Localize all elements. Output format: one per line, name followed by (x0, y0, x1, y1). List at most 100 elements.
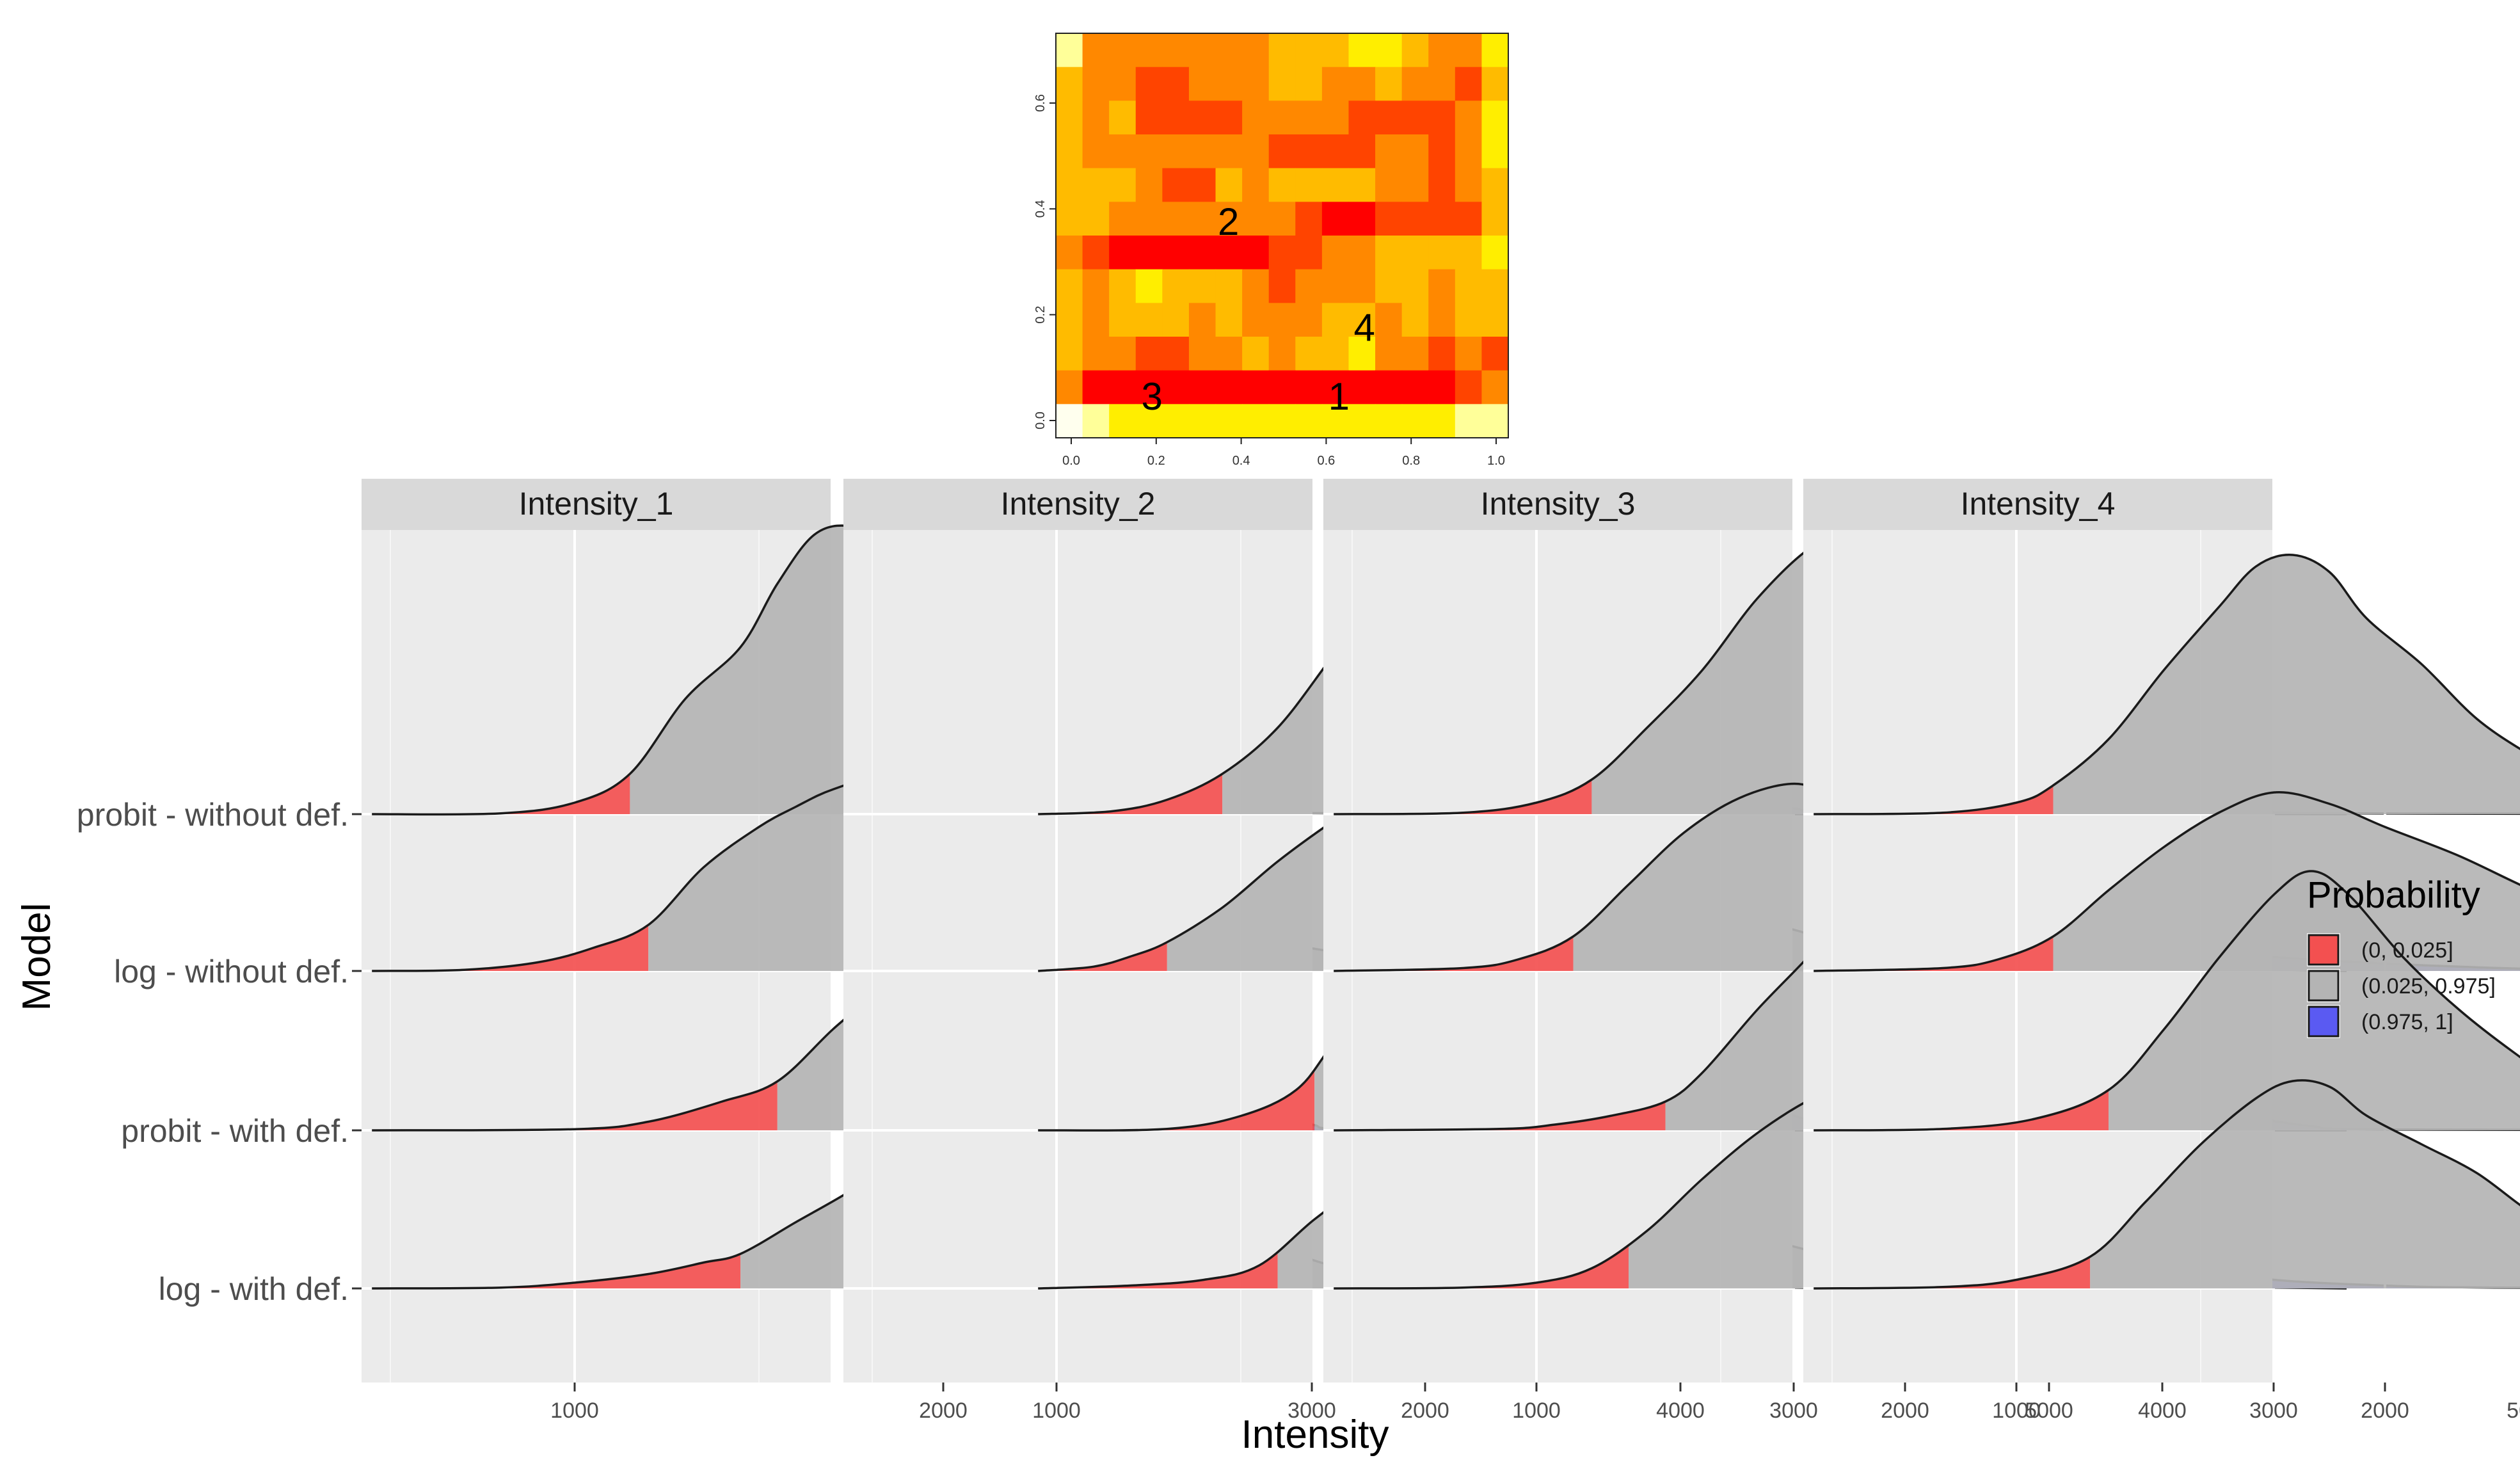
heatmap-cell (1321, 168, 1350, 202)
heatmap-cell (1162, 370, 1190, 405)
x-tick-label: 2000 (919, 1399, 968, 1423)
heatmap-cell (1455, 404, 1483, 438)
heatmap-cell (1481, 236, 1509, 270)
heatmap-cell (1188, 168, 1216, 202)
low-tail-region (1814, 1256, 2091, 1288)
model-label: probit - without def. (77, 797, 349, 833)
heatmap-cell (1321, 202, 1350, 236)
heatmap-cell (1295, 236, 1323, 270)
heatmap-cell (1455, 337, 1483, 371)
heatmap-cell (1056, 404, 1083, 438)
heatmap-cell (1215, 33, 1243, 68)
x-tick-label: 1000 (1992, 1399, 2041, 1423)
heatmap-cell (1455, 134, 1483, 169)
x-tick-label: 3000 (1288, 1399, 1336, 1423)
heatmap-cell (1135, 134, 1163, 169)
low-tail-region (1334, 936, 1574, 971)
x-tick-label: 5000 (2025, 1399, 2073, 1423)
y-axis-title: Model (15, 903, 59, 1011)
heatmap-cell (1481, 404, 1509, 438)
x-tick-label: 1000 (1512, 1399, 1561, 1423)
heatmap-cell (1321, 269, 1350, 303)
heatmap-cell (1321, 100, 1350, 135)
heatmap-cell (1321, 370, 1350, 405)
heatmap-cell (1348, 269, 1376, 303)
heatmap-cell (1135, 337, 1163, 371)
heatmap-cell (1056, 337, 1083, 371)
heatmap-cell (1428, 67, 1456, 101)
heatmap-cell (1188, 337, 1216, 371)
heatmap-x-tick-label: 0.8 (1402, 454, 1420, 468)
heatmap-cell (1188, 303, 1216, 337)
facet-strip-label: Intensity_2 (1001, 486, 1156, 522)
legend-swatch (2308, 970, 2340, 1002)
heatmap-cell (1082, 100, 1110, 135)
central-region (2053, 554, 2520, 814)
heatmap-cell (1481, 67, 1509, 101)
heatmap-cell (1082, 303, 1110, 337)
heatmap-cell (1215, 236, 1243, 270)
density-outline (1814, 1079, 2520, 1290)
heatmap-cell (1082, 67, 1110, 101)
low-tail-region (372, 1253, 741, 1288)
heatmap-cell (1215, 168, 1243, 202)
heatmap-cell (1268, 134, 1296, 169)
low-tail-region (1814, 936, 2053, 971)
heatmap-region-label: 2 (1218, 200, 1239, 243)
facet-strip-label: Intensity_3 (1481, 486, 1636, 522)
heatmap-cell (1348, 337, 1376, 371)
heatmap-cell (1162, 337, 1190, 371)
low-tail-region (1038, 774, 1223, 814)
heatmap-cell (1242, 236, 1270, 270)
legend-swatch (2308, 1006, 2340, 1038)
heatmap-cell (1056, 100, 1083, 135)
heatmap-cell (1375, 303, 1403, 337)
heatmap-cell (1268, 269, 1296, 303)
heatmap-cell (1109, 67, 1136, 101)
heatmap-cell (1242, 134, 1270, 169)
heatmap-cell (1188, 67, 1216, 101)
heatmap-cell (1401, 404, 1429, 438)
density-outline (1814, 790, 2520, 972)
facet-panel: Intensity_4 1000 2000 3000 4000 5000 (1803, 479, 2520, 1423)
x-tick-label: 2000 (1401, 1399, 1449, 1423)
heatmap-cell (1056, 303, 1083, 337)
central-region (2090, 1080, 2520, 1288)
heatmap-cell (1242, 168, 1270, 202)
heatmap-cell (1375, 202, 1403, 236)
heatmap-cell (1268, 303, 1296, 337)
heatmap-cell (1348, 33, 1376, 68)
heatmap-cell (1242, 67, 1270, 101)
heatmap-cell (1321, 404, 1350, 438)
low-tail-region (1334, 1102, 1666, 1130)
heatmap-cell (1295, 269, 1323, 303)
heatmap-cell (1428, 33, 1456, 68)
heatmap-cell (1242, 100, 1270, 135)
heatmap-cell (1215, 67, 1243, 101)
heatmap-cell (1348, 134, 1376, 169)
heatmap-y-tick-label: 0.0 (1033, 412, 1048, 429)
heatmap-cell (1348, 236, 1376, 270)
facet-strip-label: Intensity_1 (519, 486, 674, 522)
model-label: log - without def. (114, 954, 349, 990)
heatmap-y-tick-label: 0.2 (1033, 306, 1048, 324)
heatmap-cell (1215, 100, 1243, 135)
heatmap-cell (1268, 370, 1296, 405)
low-tail-region (372, 773, 630, 815)
heatmap-cell (1215, 134, 1243, 169)
x-tick-label: 4000 (2138, 1399, 2187, 1423)
low-tail-region (1038, 1252, 1278, 1288)
heatmap-cell (1162, 404, 1190, 438)
heatmap-cell (1295, 67, 1323, 101)
heatmap-cell (1135, 202, 1163, 236)
heatmap-cell (1321, 67, 1350, 101)
heatmap-cell (1295, 168, 1323, 202)
heatmap-cell (1135, 67, 1163, 101)
heatmap-cell (1188, 404, 1216, 438)
heatmap-cell (1188, 33, 1216, 68)
heatmap-cell (1135, 269, 1163, 303)
facet-strip-label: Intensity_4 (1961, 486, 2116, 522)
heatmap-cell (1401, 269, 1429, 303)
heatmap-cell (1428, 404, 1456, 438)
